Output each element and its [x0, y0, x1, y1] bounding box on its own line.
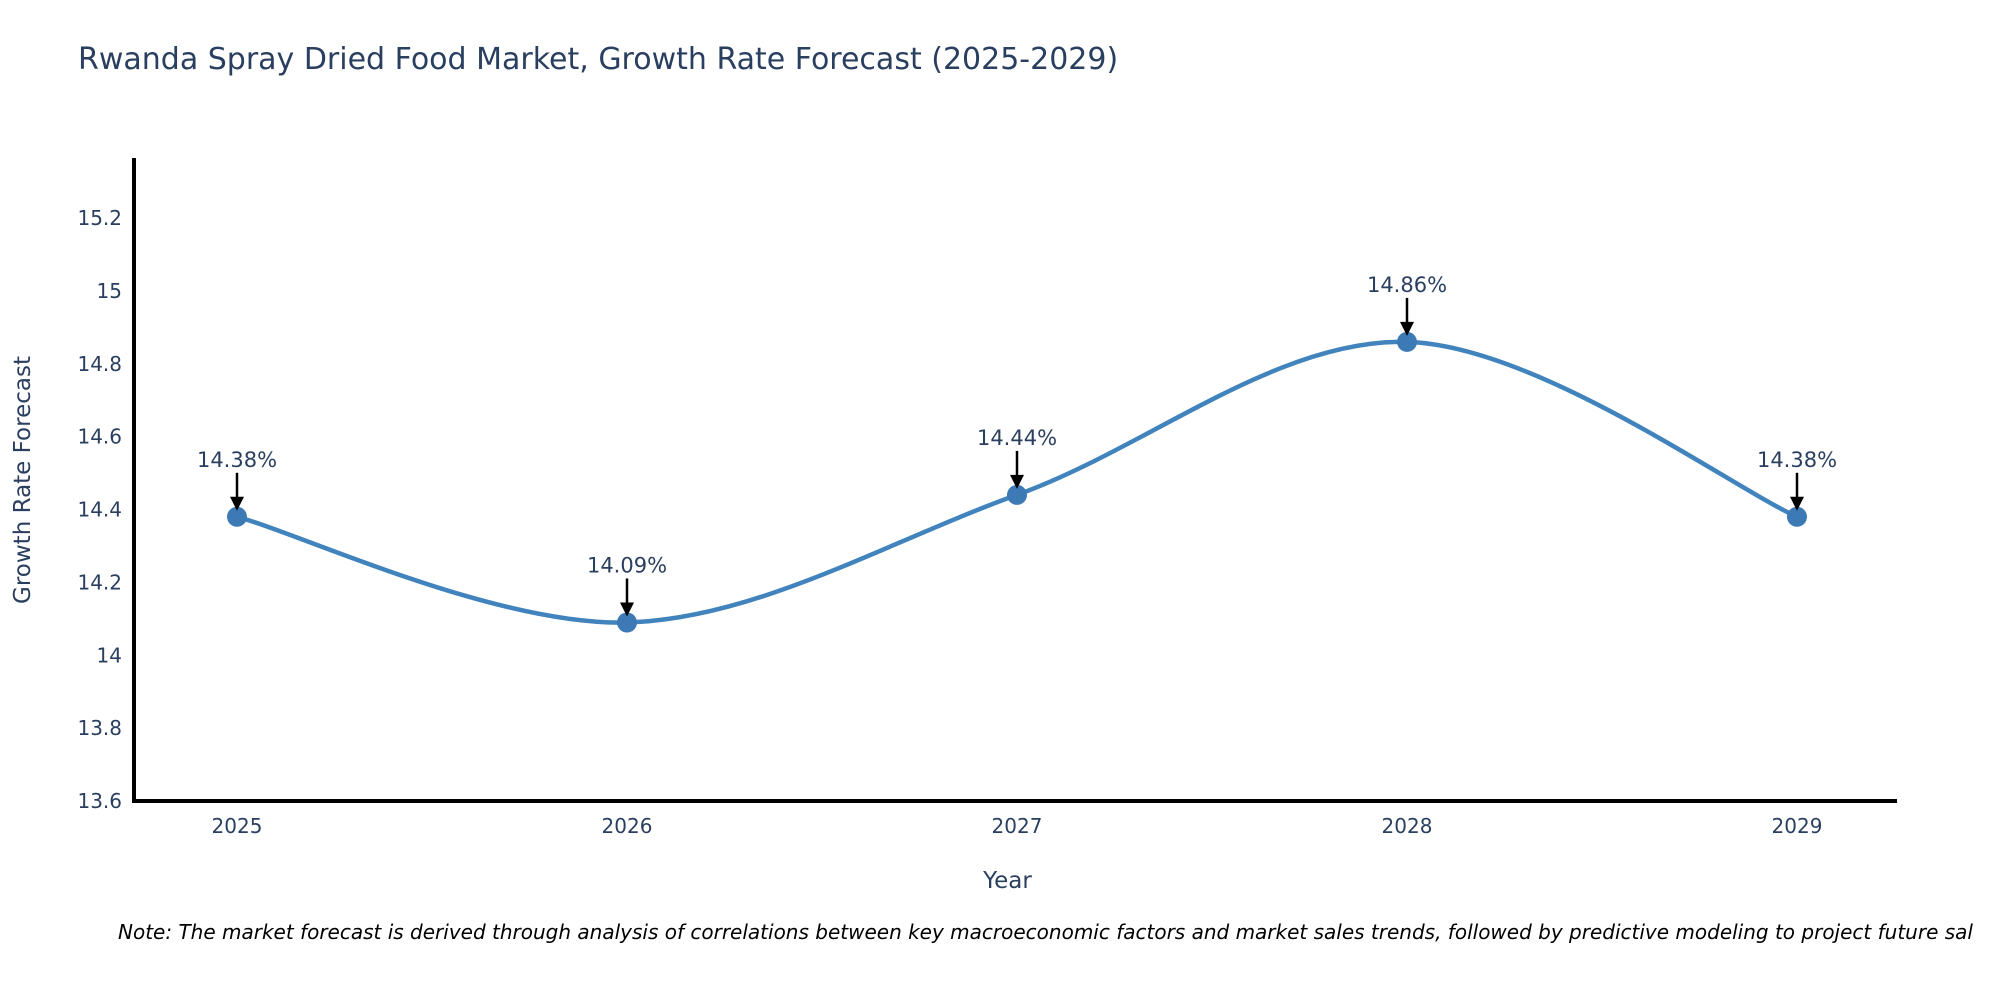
y-tick-label: 14.6 [77, 425, 122, 449]
y-axis-title: Growth Rate Forecast [10, 356, 36, 604]
data-point-label: 14.38% [1757, 448, 1837, 472]
data-point-marker [227, 506, 247, 527]
y-tick-label: 15 [97, 279, 122, 303]
y-tick-label: 14 [97, 643, 122, 667]
footnote: Note: The market forecast is derived thr… [118, 920, 1973, 944]
data-point-marker [1397, 331, 1417, 352]
x-tick-label: 2029 [1772, 814, 1823, 838]
x-axis-title: Year [982, 868, 1032, 894]
y-tick-label: 14.2 [77, 570, 122, 594]
data-point-label: 14.44% [977, 426, 1057, 450]
annotation-arrowhead-icon [230, 496, 244, 511]
y-tick-label: 14.4 [77, 498, 122, 522]
y-tick-label: 13.8 [77, 716, 122, 740]
data-point-label: 14.38% [197, 448, 277, 472]
x-tick-label: 2027 [992, 814, 1043, 838]
x-tick-label: 2026 [602, 814, 653, 838]
chart-title: Rwanda Spray Dried Food Market, Growth R… [78, 42, 1119, 77]
annotation-arrowhead-icon [1400, 321, 1414, 336]
annotation-arrowhead-icon [1010, 474, 1024, 489]
annotation-arrowhead-icon [1790, 496, 1804, 511]
annotation-arrowhead-icon [620, 602, 634, 617]
y-tick-label: 15.2 [77, 206, 122, 230]
x-tick-label: 2025 [212, 814, 263, 838]
data-point-marker [1787, 506, 1807, 527]
y-tick-label: 13.6 [77, 789, 122, 813]
x-tick-label: 2028 [1382, 814, 1433, 838]
axis-lines [132, 158, 1897, 803]
data-point-label: 14.86% [1367, 273, 1447, 297]
y-tick-label: 14.8 [77, 352, 122, 376]
data-point-label: 14.09% [587, 554, 667, 578]
data-point-marker [1007, 484, 1027, 505]
data-point-marker [617, 612, 637, 633]
